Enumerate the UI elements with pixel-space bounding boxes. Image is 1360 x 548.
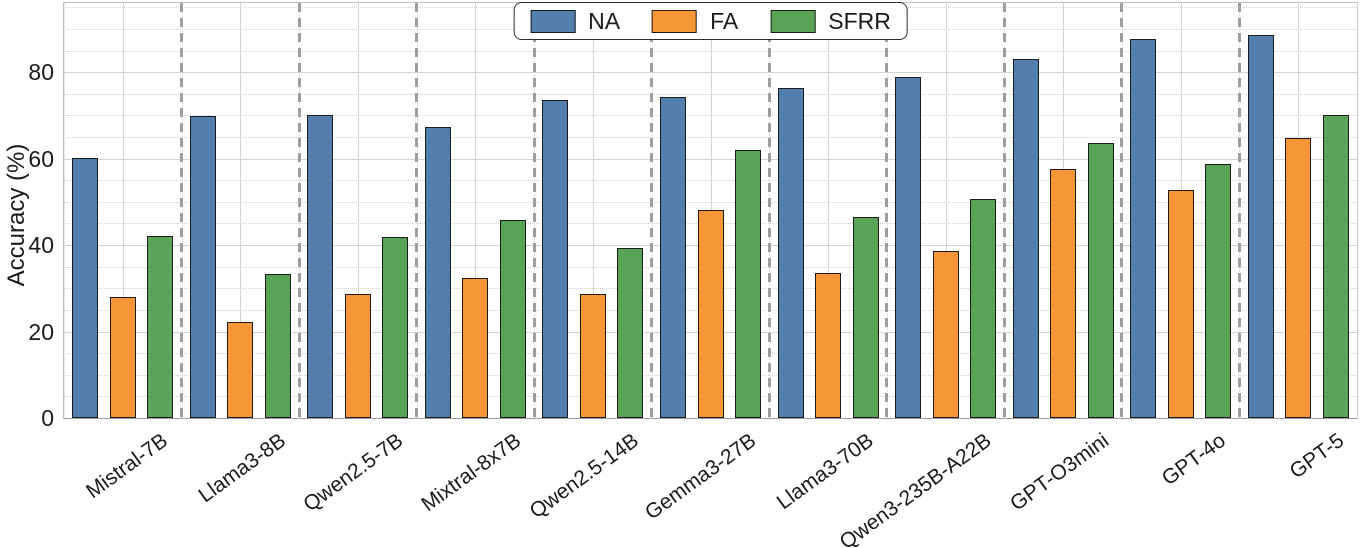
legend: NA FA SFRR: [513, 2, 908, 40]
group-separator: [1120, 3, 1124, 418]
legend-item: SFRR: [770, 8, 891, 34]
bar-na: [72, 158, 99, 418]
group-separator: [532, 3, 536, 418]
bar-sfrr: [147, 236, 174, 418]
bar-na: [307, 114, 334, 418]
bar-fa: [815, 272, 842, 418]
group-separator: [650, 3, 654, 418]
bar-fa: [697, 210, 724, 418]
group-separator: [885, 3, 889, 418]
bar-na: [777, 87, 804, 418]
legend-item: FA: [652, 8, 738, 34]
minor-gridline-x: [1357, 3, 1358, 418]
major-gridline-x: [945, 3, 947, 418]
bar-sfrr: [735, 149, 761, 418]
x-tick-label: GPT-5: [1285, 429, 1348, 484]
y-tick-label: 40: [28, 232, 54, 259]
y-tick-label: 80: [28, 59, 54, 86]
major-gridline-x: [240, 3, 242, 418]
legend-label: FA: [710, 8, 739, 34]
legend-swatch-na: [530, 9, 576, 33]
legend-label: NA: [588, 8, 621, 34]
x-tick-label: Mistral-7B: [82, 429, 173, 504]
bar-na: [660, 96, 686, 418]
bar-fa: [344, 294, 371, 418]
group-separator: [767, 3, 771, 418]
x-tick-label: GPT-O3mini: [1005, 429, 1113, 516]
x-tick-label: Qwen2.5-14B: [525, 429, 643, 524]
x-tick-label: Llama3-70B: [772, 429, 878, 515]
x-tick-label: GPT-4o: [1158, 429, 1231, 491]
x-tick-label: Mixtral-8x7B: [417, 429, 525, 517]
major-gridline-x: [122, 3, 124, 418]
bar-sfrr: [1205, 164, 1232, 418]
y-tick-label: 20: [28, 318, 54, 345]
group-separator: [1002, 3, 1006, 418]
bar-fa: [109, 296, 136, 418]
bar-sfrr: [617, 247, 644, 418]
bar-sfrr: [382, 236, 409, 418]
bar-na: [1247, 35, 1274, 418]
legend-swatch-sfrr: [770, 9, 816, 33]
major-gridline-x: [357, 3, 359, 418]
bar-fa: [579, 293, 606, 418]
bar-fa: [932, 251, 959, 418]
x-tick-label: Llama3-8B: [194, 429, 290, 508]
bar-na: [424, 126, 451, 418]
major-gridline-x: [828, 3, 830, 418]
bar-sfrr: [264, 274, 291, 418]
legend-swatch-fa: [652, 9, 698, 33]
bar-na: [1012, 58, 1039, 418]
group-separator: [415, 3, 419, 418]
group-separator: [1237, 3, 1241, 418]
bar-fa: [1167, 189, 1194, 418]
major-gridline-x: [592, 3, 594, 418]
legend-item: NA: [530, 8, 620, 34]
plot-area: NA FA SFRR 0 20 40 60 80 Mistral-7B Llama3-8B Qwe…: [28, 2, 1358, 548]
bar-na: [1130, 39, 1157, 418]
bar-sfrr: [499, 220, 526, 418]
bar-fa: [227, 321, 254, 418]
group-separator: [297, 3, 301, 418]
bar-sfrr: [1322, 114, 1349, 418]
bar-fa: [1285, 138, 1312, 418]
x-tick-label: Qwen2.5-7B: [299, 429, 408, 517]
bar-fa: [462, 277, 489, 418]
bar-sfrr: [970, 199, 997, 418]
bar-sfrr: [852, 217, 879, 418]
group-separator: [180, 3, 184, 418]
major-gridline-x: [475, 3, 477, 418]
bar-fa: [1050, 168, 1077, 418]
y-tick-label: 0: [41, 405, 54, 431]
bar-sfrr: [1087, 142, 1114, 418]
bar-na: [895, 76, 922, 418]
bar-na: [189, 116, 216, 418]
x-tick-label: Gemma3-27B: [640, 429, 761, 525]
legend-label: SFRR: [828, 8, 891, 34]
minor-gridline-x: [64, 3, 65, 418]
bar-na: [542, 99, 569, 418]
y-tick-label: 60: [28, 145, 54, 172]
